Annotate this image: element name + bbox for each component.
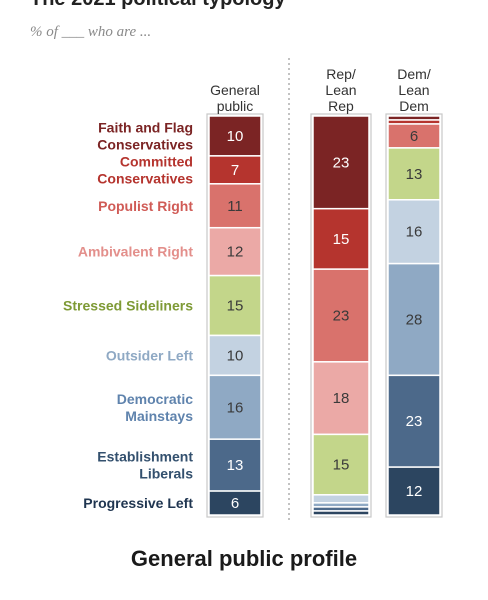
bar-general-public-establishment-liberals (208, 438, 262, 492)
bar-dem-lean-dem-democratic-mainstays (387, 262, 441, 377)
bar-rep-lean-rep-stressed-sideliners (312, 433, 370, 496)
bar-rep-lean-rep-progressive-left (312, 510, 370, 516)
category-label-populist-right: Populist Right (98, 198, 193, 214)
category-label-establishment-liberals: Establishment (97, 449, 193, 465)
bar-general-public-outsider-left (208, 334, 262, 377)
column-header-rep-lean-rep: Lean (325, 82, 356, 98)
data-label-dem-lean-dem-establishment-liberals: 23 (406, 413, 423, 430)
bar-general-public-democratic-mainstays (208, 374, 262, 440)
bar-dem-lean-dem-progressive-left (387, 466, 441, 516)
column-header-rep-lean-rep: Rep/ (326, 66, 356, 82)
bar-general-public-faith-and-flag-conservatives (208, 115, 262, 157)
bar-rep-lean-rep-populist-right (312, 268, 370, 363)
bar-dem-lean-dem-stressed-sideliners (387, 147, 441, 201)
data-label-dem-lean-dem-progressive-left: 12 (406, 483, 423, 500)
column-frame-rep-lean-rep (310, 113, 372, 518)
category-label-democratic-mainstays: Mainstays (125, 408, 193, 424)
category-label-democratic-mainstays: Democratic (117, 391, 193, 407)
data-label-rep-lean-rep-ambivalent-right: 18 (333, 390, 350, 407)
column-header-rep-lean-rep: Rep (328, 98, 354, 114)
data-label-general-public-democratic-mainstays: 16 (227, 399, 244, 416)
data-label-general-public-faith-and-flag-conservatives: 10 (227, 128, 244, 145)
data-label-rep-lean-rep-populist-right: 23 (333, 308, 350, 325)
data-label-general-public-ambivalent-right: 12 (227, 244, 244, 261)
category-label-faith-and-flag-conservatives: Conservatives (97, 136, 193, 152)
column-header-general-public: public (217, 98, 254, 114)
column-frame-general-public (206, 113, 264, 518)
data-label-general-public-outsider-left: 10 (227, 347, 244, 364)
data-label-rep-lean-rep-stressed-sideliners: 15 (333, 457, 350, 474)
bar-general-public-stressed-sideliners (208, 274, 262, 337)
column-frame-dem-lean-dem (385, 113, 443, 518)
category-label-outsider-left: Outsider Left (106, 347, 193, 363)
data-label-dem-lean-dem-stressed-sideliners: 13 (406, 166, 423, 183)
chart-title: The 2021 political typology (30, 0, 286, 11)
category-label-committed-conservatives: Committed (120, 153, 193, 169)
data-label-dem-lean-dem-populist-right: 6 (410, 128, 418, 145)
chart-caption: General public profile (130, 546, 358, 571)
data-label-general-public-progressive-left: 6 (231, 495, 239, 512)
data-label-dem-lean-dem-outsider-left: 16 (406, 224, 423, 241)
data-label-rep-lean-rep-faith-and-flag-conservatives: 23 (333, 154, 350, 171)
column-header-dem-lean-dem: Dem (399, 98, 429, 114)
category-label-establishment-liberals: Liberals (139, 466, 193, 482)
bar-rep-lean-rep-committed-conservatives (312, 207, 370, 270)
category-label-stressed-sideliners: Stressed Sideliners (63, 298, 193, 314)
column-header-dem-lean-dem: Dem/ (397, 66, 431, 82)
category-label-progressive-left: Progressive Left (83, 495, 193, 511)
bar-general-public-populist-right (208, 183, 262, 229)
category-label-ambivalent-right: Ambivalent Right (78, 244, 193, 260)
data-label-general-public-populist-right: 11 (227, 198, 243, 215)
chart-subtitle: % of ___ who are ... (30, 24, 152, 40)
bar-dem-lean-dem-establishment-liberals (387, 374, 441, 468)
data-label-general-public-committed-conservatives: 7 (231, 162, 239, 179)
data-label-dem-lean-dem-democratic-mainstays: 28 (406, 311, 423, 328)
category-label-faith-and-flag-conservatives: Faith and Flag (98, 119, 193, 135)
data-label-general-public-establishment-liberals: 13 (227, 457, 244, 474)
column-header-dem-lean-dem: Lean (398, 82, 429, 98)
data-label-rep-lean-rep-committed-conservatives: 15 (333, 231, 350, 248)
bar-rep-lean-rep-outsider-left (312, 494, 370, 504)
category-label-committed-conservatives: Conservatives (97, 170, 193, 186)
data-label-general-public-stressed-sideliners: 15 (227, 298, 244, 315)
bar-rep-lean-rep-faith-and-flag-conservatives (312, 115, 370, 210)
bar-general-public-progressive-left (208, 490, 262, 516)
column-header-general-public: General (210, 82, 260, 98)
